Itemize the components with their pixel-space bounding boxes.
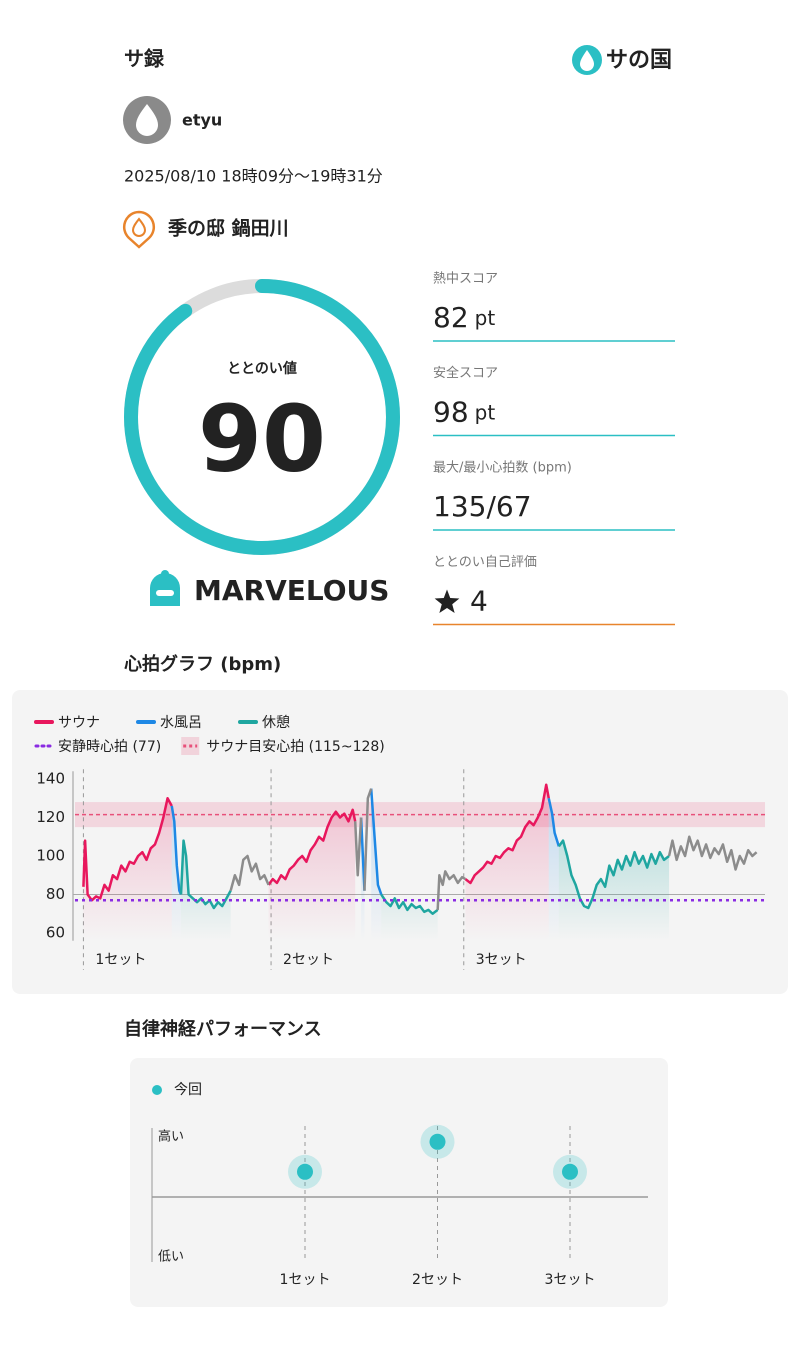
stat-label: 安全スコア bbox=[433, 365, 498, 381]
set-label: 3セット bbox=[476, 952, 527, 968]
flame bbox=[131, 217, 147, 237]
legend-label: サウナ目安心拍 (115~128) bbox=[206, 739, 385, 755]
set-label: 1セット bbox=[95, 952, 146, 968]
autonomic-card bbox=[130, 1058, 668, 1307]
autonomic-title: 自律神経パフォーマンス bbox=[124, 1018, 322, 1040]
heart-chart-title: 心拍グラフ (bpm) bbox=[124, 653, 281, 675]
star bbox=[434, 589, 460, 614]
point bbox=[429, 1133, 446, 1150]
score-value: 90 bbox=[198, 385, 326, 492]
y-tick-label: 高い bbox=[158, 1129, 184, 1145]
facility-name: 季の邸 鍋田川 bbox=[168, 217, 289, 240]
logo-text: サの国 bbox=[606, 48, 672, 73]
pin bbox=[122, 210, 156, 249]
y-tick-label: 80 bbox=[46, 885, 65, 903]
stat-number: 4 bbox=[470, 585, 488, 618]
legend-label: 水風呂 bbox=[160, 715, 202, 731]
score-label: ととのい値 bbox=[227, 360, 297, 377]
line bbox=[82, 783, 550, 902]
score-ring bbox=[124, 279, 400, 555]
point bbox=[297, 1163, 313, 1180]
logo-drop bbox=[580, 50, 594, 71]
rating-icon bbox=[150, 570, 180, 606]
stat-label: ととのい自己評価 bbox=[433, 555, 537, 570]
legend-marker bbox=[152, 1085, 162, 1095]
legend-label: サウナ bbox=[58, 715, 100, 731]
user-name: etyu bbox=[182, 111, 222, 130]
stat-value: 135/67 bbox=[433, 490, 532, 523]
stat-number: 82 bbox=[433, 301, 469, 334]
point bbox=[562, 1163, 578, 1180]
avatar-drop bbox=[136, 104, 158, 136]
legend-label: 休憩 bbox=[262, 714, 290, 731]
stat-label: 熱中スコア bbox=[433, 272, 498, 287]
ring-value bbox=[124, 279, 400, 555]
stat-value: 82 pt bbox=[433, 301, 495, 334]
legend-label: 安静時心拍 (77) bbox=[58, 739, 161, 755]
stat-number: 135/67 bbox=[433, 490, 532, 523]
app-title: サ録 bbox=[124, 47, 165, 71]
area bbox=[181, 840, 670, 941]
set-label: 2セット bbox=[283, 952, 334, 968]
stat-label: 最大/最小心拍数 (bpm) bbox=[433, 461, 572, 476]
x-tick-label: 1セット bbox=[280, 1272, 331, 1288]
x-tick-label: 3セット bbox=[545, 1272, 596, 1288]
rating: MARVELOUS bbox=[194, 574, 389, 607]
stat-value: 4 bbox=[470, 585, 488, 618]
y-tick-label: 低い bbox=[158, 1250, 184, 1265]
session-time: 2025/08/10 18時09分〜19時31分 bbox=[124, 167, 383, 186]
stat-number: 98 bbox=[433, 396, 469, 429]
stat-unit: pt bbox=[475, 306, 496, 330]
bell-top bbox=[161, 570, 169, 578]
y-tick-label: 140 bbox=[36, 770, 65, 788]
facility-icon bbox=[122, 210, 156, 249]
y-tick-label: 100 bbox=[36, 847, 65, 865]
line bbox=[229, 788, 758, 910]
y-tick-label: 60 bbox=[46, 924, 65, 942]
area bbox=[83, 784, 549, 941]
legend-label: 今回 bbox=[174, 1082, 202, 1098]
line bbox=[170, 788, 561, 896]
bell bbox=[150, 573, 180, 606]
bell-eyes bbox=[156, 590, 174, 596]
logo: サの国 bbox=[572, 45, 672, 75]
x-tick-label: 2セット bbox=[412, 1272, 463, 1288]
stat-value: 98 pt bbox=[433, 396, 495, 429]
y-tick-label: 120 bbox=[36, 808, 65, 826]
stat-unit: pt bbox=[475, 400, 496, 424]
